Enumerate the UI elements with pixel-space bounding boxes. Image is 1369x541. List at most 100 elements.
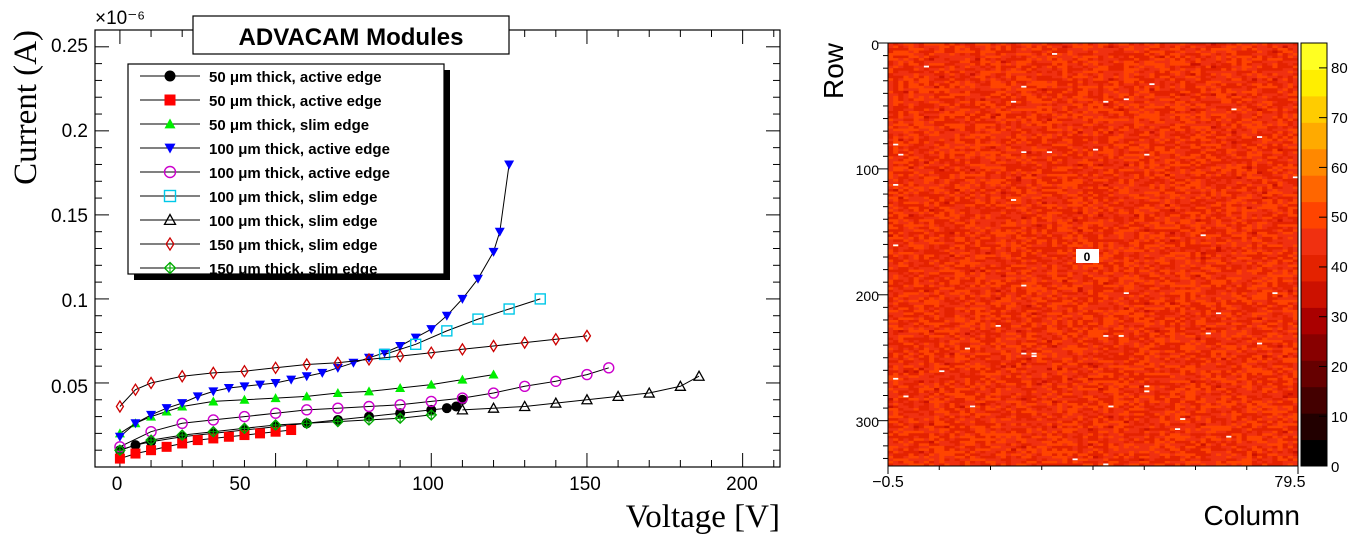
heatmap-cell bbox=[1016, 91, 1022, 94]
heatmap-cell bbox=[970, 176, 976, 179]
heatmap-cell bbox=[955, 73, 961, 76]
heatmap-cell bbox=[1237, 83, 1243, 86]
heatmap-cell bbox=[1047, 91, 1053, 94]
heatmap-cell bbox=[1139, 119, 1145, 122]
heatmap-cell bbox=[1272, 111, 1278, 114]
heatmap-cell bbox=[991, 169, 997, 172]
heatmap-cell bbox=[1144, 63, 1150, 66]
heatmap-cell bbox=[893, 93, 899, 96]
heatmap-cell bbox=[934, 53, 940, 56]
heatmap-cell bbox=[1283, 156, 1289, 159]
heatmap-cell bbox=[955, 108, 961, 111]
heatmap-cell bbox=[1042, 81, 1048, 84]
heatmap-cell bbox=[1180, 141, 1186, 144]
heatmap-cell bbox=[991, 93, 997, 96]
heatmap-cell bbox=[1262, 164, 1268, 167]
heatmap-cell bbox=[1257, 108, 1263, 111]
heatmap-cell bbox=[903, 181, 909, 184]
heatmap-cell bbox=[1190, 136, 1196, 139]
heatmap-cell bbox=[1278, 166, 1284, 169]
heatmap-cell bbox=[919, 101, 925, 104]
heatmap-cell bbox=[929, 66, 935, 69]
heatmap-cell bbox=[893, 106, 899, 109]
heatmap-cell bbox=[1170, 96, 1176, 99]
heatmap-cell bbox=[1032, 126, 1038, 129]
heatmap-cell bbox=[975, 46, 981, 49]
heatmap-cell bbox=[1180, 181, 1186, 184]
heatmap-cell bbox=[1083, 124, 1089, 127]
heatmap-cell bbox=[1067, 93, 1073, 96]
heatmap-cell bbox=[1221, 159, 1227, 162]
heatmap-cell bbox=[903, 139, 909, 142]
heatmap-cell bbox=[1175, 63, 1181, 66]
heatmap-cell bbox=[1124, 81, 1130, 84]
heatmap-cell bbox=[1288, 146, 1294, 149]
heatmap-cell bbox=[1103, 119, 1109, 122]
heatmap-cell bbox=[914, 73, 920, 76]
heatmap-cell bbox=[1016, 88, 1022, 91]
heatmap-cell bbox=[1175, 86, 1181, 89]
heatmap-cell bbox=[1180, 103, 1186, 106]
heatmap-cell bbox=[1026, 134, 1032, 137]
heatmap-cell bbox=[1016, 189, 1022, 192]
heatmap-cell bbox=[1216, 164, 1222, 167]
heatmap-cell bbox=[1119, 187, 1125, 190]
heatmap-cell bbox=[1185, 98, 1191, 101]
heatmap-cell bbox=[903, 144, 909, 147]
heatmap-cell bbox=[996, 103, 1002, 106]
heatmap-cell bbox=[985, 187, 991, 190]
heatmap-cell bbox=[1016, 66, 1022, 69]
heatmap-cell bbox=[1057, 171, 1063, 174]
heatmap-cell bbox=[1252, 114, 1258, 117]
heatmap-cell bbox=[1216, 96, 1222, 99]
heatmap-cell bbox=[1026, 68, 1032, 71]
heatmap-cell bbox=[1180, 161, 1186, 164]
heatmap-cell bbox=[934, 166, 940, 169]
heatmap-cell bbox=[1262, 88, 1268, 91]
heatmap-cell bbox=[1067, 169, 1073, 172]
heatmap-cell bbox=[950, 169, 956, 172]
heatmap-cell bbox=[1144, 169, 1150, 172]
heatmap-cell bbox=[1032, 51, 1038, 54]
heatmap-cell bbox=[934, 119, 940, 122]
heatmap-cell bbox=[1170, 184, 1176, 187]
heatmap-cell bbox=[1272, 141, 1278, 144]
heatmap-cell bbox=[934, 91, 940, 94]
heatmap-cell bbox=[1001, 119, 1007, 122]
heatmap-cell bbox=[1155, 88, 1161, 91]
heatmap-cell bbox=[1160, 126, 1166, 129]
heatmap-cell bbox=[1032, 176, 1038, 179]
heatmap-cell bbox=[1093, 46, 1099, 49]
heatmap-cell bbox=[1252, 46, 1258, 49]
heatmap-cell bbox=[1129, 126, 1135, 129]
heatmap-cell bbox=[1180, 124, 1186, 127]
heatmap-cell bbox=[944, 126, 950, 129]
heatmap-cell bbox=[1272, 134, 1278, 137]
heatmap-cell bbox=[1196, 76, 1202, 79]
heatmap-cell bbox=[1288, 119, 1294, 122]
heatmap-cell bbox=[1170, 149, 1176, 152]
heatmap-cell bbox=[1006, 53, 1012, 56]
heatmap-cell bbox=[1119, 73, 1125, 76]
heatmap-cell bbox=[1201, 51, 1207, 54]
heatmap-cell bbox=[1175, 88, 1181, 91]
heatmap-cell bbox=[1196, 61, 1202, 64]
heatmap-cell bbox=[960, 53, 966, 56]
heatmap-cell bbox=[1190, 101, 1196, 104]
heatmap-cell bbox=[1216, 151, 1222, 154]
heatmap-cell bbox=[955, 68, 961, 71]
heatmap-cell bbox=[898, 83, 904, 86]
heatmap-cell bbox=[1155, 189, 1161, 192]
heatmap-cell bbox=[934, 151, 940, 154]
heatmap-cell bbox=[1165, 61, 1171, 64]
heatmap-cell bbox=[1206, 76, 1212, 79]
heatmap-cell bbox=[970, 189, 976, 192]
heatmap-cell bbox=[1283, 76, 1289, 79]
heatmap-cell bbox=[1032, 98, 1038, 101]
heatmap-cell bbox=[1016, 103, 1022, 106]
heatmap-cell bbox=[1272, 96, 1278, 99]
heatmap-cell bbox=[1093, 81, 1099, 84]
heatmap-cell bbox=[914, 93, 920, 96]
heatmap-cell bbox=[1226, 46, 1232, 49]
heatmap-cell bbox=[1262, 96, 1268, 99]
